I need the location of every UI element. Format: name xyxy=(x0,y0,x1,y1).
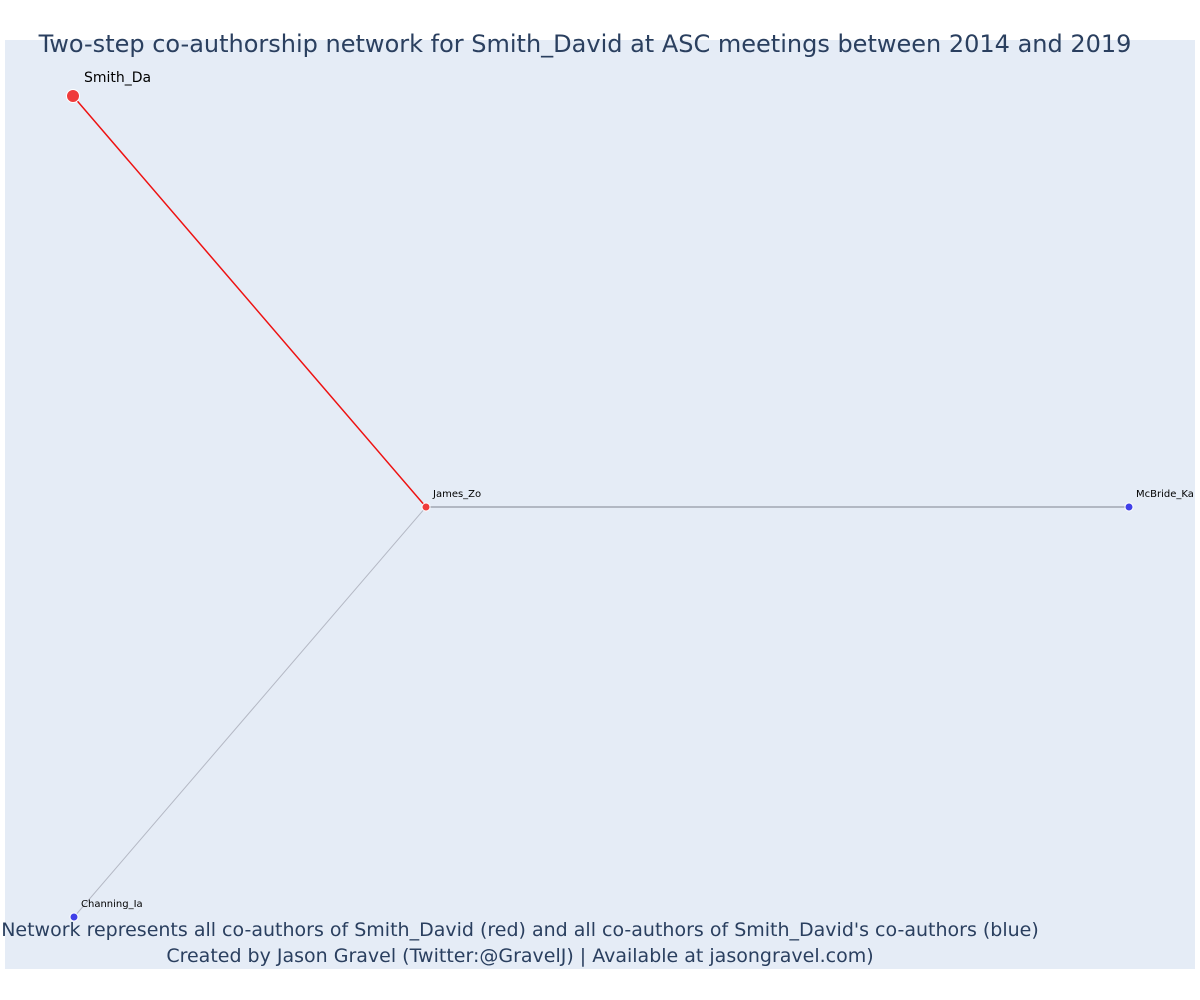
node-label-channing_ia: Channing_Ia xyxy=(81,899,143,910)
edge-layer xyxy=(72,95,1129,918)
node-james_zo[interactable] xyxy=(421,502,431,512)
node-mcbride_ka[interactable] xyxy=(1124,502,1134,512)
caption-line-2: Created by Jason Gravel (Twitter:@Gravel… xyxy=(166,945,874,967)
edge-smith_da-james_zo xyxy=(72,95,427,508)
node-label-james_zo: James_Zo xyxy=(432,489,481,500)
label-layer: Smith_Da James_Zo McBride_Ka Channing_Ia xyxy=(81,70,1194,910)
chart-title: Two-step co-authorship network for Smith… xyxy=(38,30,1132,58)
node-label-smith_da: Smith_Da xyxy=(84,70,151,86)
edge-james_zo-channing_ia xyxy=(73,506,427,918)
node-label-mcbride_ka: McBride_Ka xyxy=(1136,489,1194,500)
plot-area xyxy=(5,40,1195,969)
node-smith_da[interactable] xyxy=(66,89,80,103)
node-channing_ia[interactable] xyxy=(69,912,79,922)
caption: Network represents all co-authors of Smi… xyxy=(0,917,1040,969)
node-layer xyxy=(66,89,1134,922)
caption-line-1: Network represents all co-authors of Smi… xyxy=(1,919,1039,941)
